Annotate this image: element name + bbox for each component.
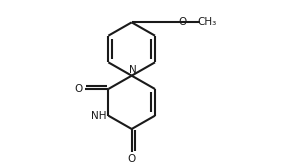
Text: O: O (178, 17, 186, 27)
Text: N: N (129, 65, 137, 75)
Text: NH: NH (91, 111, 107, 121)
Text: CH₃: CH₃ (197, 17, 216, 27)
Text: O: O (128, 154, 136, 164)
Text: O: O (75, 84, 83, 94)
